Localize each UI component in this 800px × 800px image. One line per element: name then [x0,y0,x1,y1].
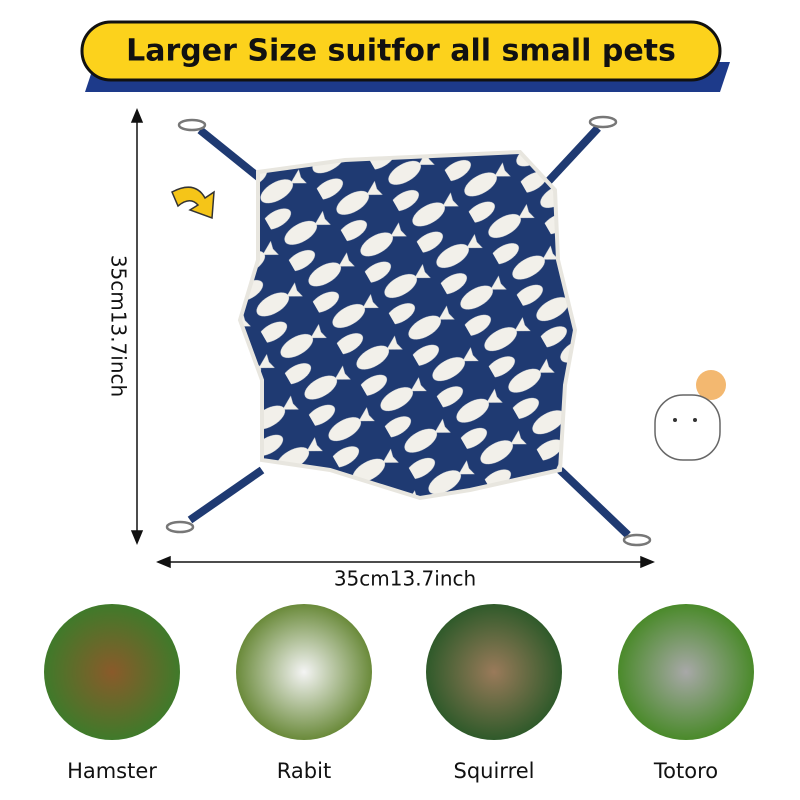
arrow-head [156,555,171,569]
hamster-icon [654,370,726,461]
dimension-arrows [130,108,655,569]
hammock [165,115,652,547]
banner-title: Larger Size suitfor all small pets [126,34,676,69]
height-label: 35cm13.7inch [107,255,131,397]
pet-photo [236,604,372,740]
pet-label: Totoro [653,759,718,783]
banner [80,20,722,82]
hooks [165,115,652,547]
arrow-head [640,555,655,569]
pet-photo [426,604,562,740]
pet-photo [618,604,754,740]
hammock-fabric [237,149,578,501]
pets: Hamster Rabit Squirrel Totoro [44,604,754,783]
pet-label: Hamster [67,759,157,783]
width-label: 35cm13.7inch [334,567,476,591]
curved-arrow-icon [171,186,215,220]
pet-label: Squirrel [454,759,535,783]
pet-label: Rabit [277,759,331,783]
straps [187,125,631,538]
arrow-head [130,530,144,545]
pet-photo [44,604,180,740]
arrow-head [130,108,144,123]
